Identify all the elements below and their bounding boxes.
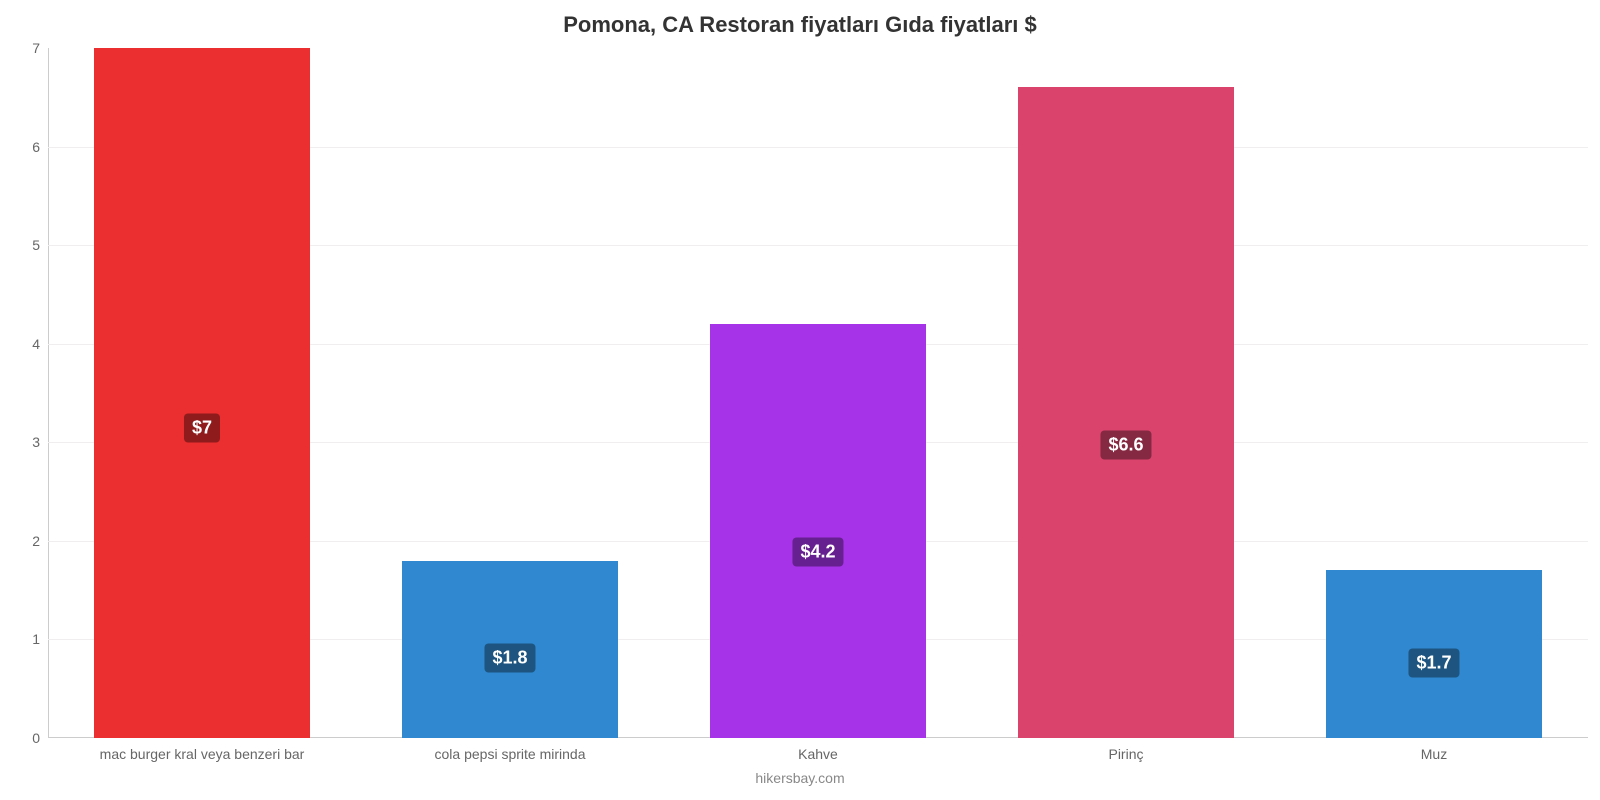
y-tick-label: 6 <box>8 139 40 155</box>
value-label: $7 <box>184 413 220 442</box>
bar <box>94 48 310 738</box>
y-tick-label: 5 <box>8 237 40 253</box>
x-tick-label: Pirinç <box>972 746 1280 762</box>
y-tick-label: 2 <box>8 533 40 549</box>
value-label: $6.6 <box>1100 431 1151 460</box>
y-axis-line <box>48 48 49 738</box>
value-label: $1.7 <box>1408 648 1459 677</box>
price-bar-chart: Pomona, CA Restoran fiyatları Gıda fiyat… <box>0 0 1600 800</box>
value-label: $1.8 <box>484 644 535 673</box>
x-tick-label: Muz <box>1280 746 1588 762</box>
plot-area: $7 $1.8 $4.2 $6.6 $1.7 <box>48 48 1588 738</box>
bar <box>710 324 926 738</box>
y-tick-label: 1 <box>8 631 40 647</box>
y-tick-label: 7 <box>8 40 40 56</box>
y-tick-label: 3 <box>8 434 40 450</box>
x-tick-label: Kahve <box>664 746 972 762</box>
y-tick-label: 0 <box>8 730 40 746</box>
chart-credit: hikersbay.com <box>0 770 1600 786</box>
value-label: $4.2 <box>792 537 843 566</box>
chart-title: Pomona, CA Restoran fiyatları Gıda fiyat… <box>0 12 1600 38</box>
x-tick-label: mac burger kral veya benzeri bar <box>48 746 356 762</box>
bar <box>1018 87 1234 738</box>
x-tick-label: cola pepsi sprite mirinda <box>356 746 664 762</box>
y-tick-label: 4 <box>8 336 40 352</box>
